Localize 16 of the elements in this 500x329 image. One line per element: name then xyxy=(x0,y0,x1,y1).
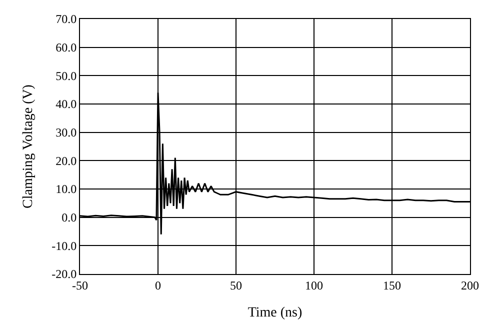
y-tick-label: -10.0 xyxy=(52,238,77,253)
y-tick-label: 60.0 xyxy=(56,40,77,55)
x-tick-label: 100 xyxy=(305,278,323,292)
y-tick-label: 40.0 xyxy=(56,97,77,112)
x-tick-label: 200 xyxy=(461,278,479,292)
y-tick-label: 50.0 xyxy=(56,68,77,83)
x-tick-label: 150 xyxy=(383,278,401,292)
y-tick-label: 70.0 xyxy=(56,12,77,26)
y-axis-title: Clamping Voltage (V) xyxy=(21,84,36,208)
x-tick-label: 0 xyxy=(155,278,161,292)
y-tick-label: 10.0 xyxy=(56,182,77,196)
x-axis-title: Time (ns) xyxy=(248,306,302,321)
y-tick-label: 0.0 xyxy=(62,210,77,225)
y-tick-label: 30.0 xyxy=(56,126,77,140)
x-tick-label: 50 xyxy=(230,278,242,292)
y-tick-label: 20.0 xyxy=(56,154,77,168)
